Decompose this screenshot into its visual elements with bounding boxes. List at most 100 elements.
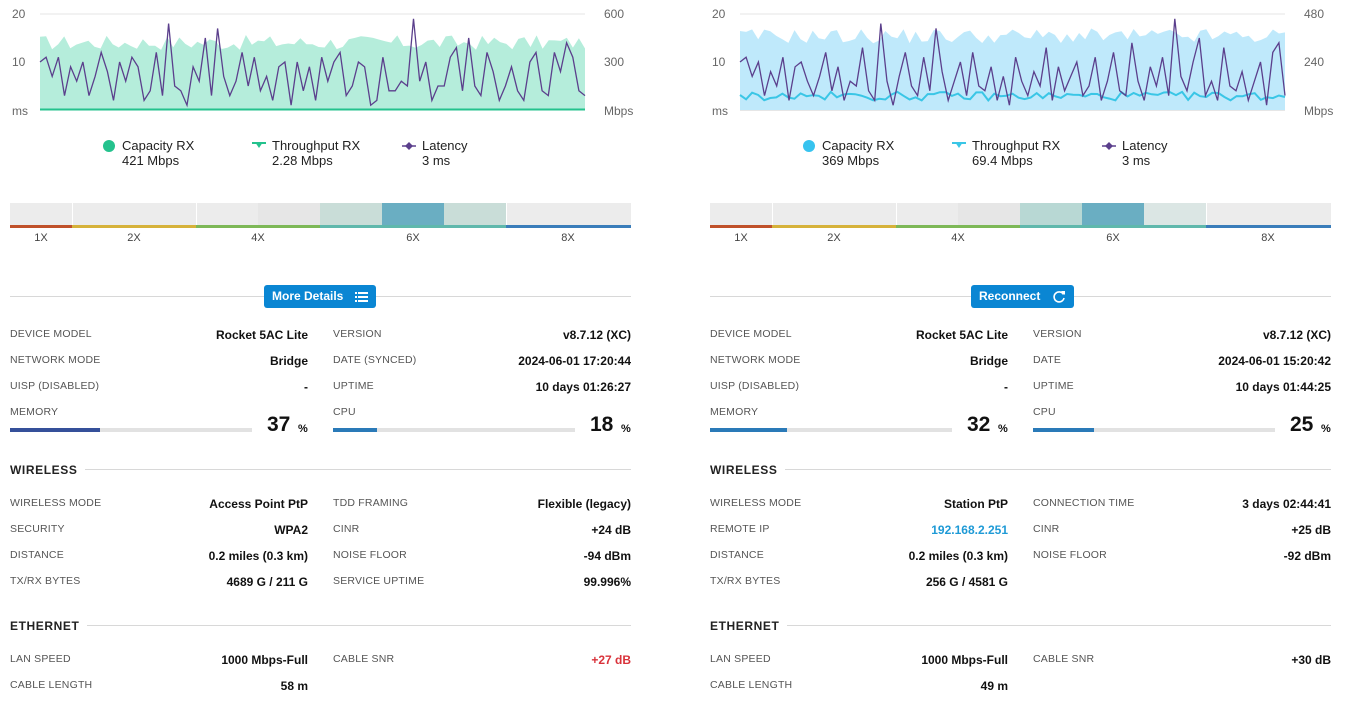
modulation-bar bbox=[10, 203, 631, 228]
y-left-tick: 10 bbox=[712, 55, 726, 69]
field-label: TX/RX BYTES bbox=[10, 575, 81, 587]
field-value: 2024-06-01 15:20:42 bbox=[1218, 354, 1331, 368]
field-label: TDD FRAMING bbox=[333, 497, 409, 509]
legend-label: Capacity RX bbox=[822, 138, 895, 153]
percent-unit: % bbox=[298, 423, 308, 435]
field-value: 49 m bbox=[980, 679, 1008, 693]
field-value: Rocket 5AC Lite bbox=[215, 328, 308, 342]
memory-value: 37 bbox=[267, 413, 291, 436]
txrx-bytes-row: TX/RX BYTES 4689 G / 211 G bbox=[10, 575, 308, 591]
modulation-label: 2X bbox=[827, 232, 841, 244]
field-label: CABLE LENGTH bbox=[10, 679, 93, 691]
field-value: 1000 Mbps-Full bbox=[921, 653, 1008, 667]
device-panel-ap: 20 10 ms 600 300 Mbps Capacity RX 421 Mb… bbox=[10, 7, 633, 693]
memory-label-row: MEMORY bbox=[10, 406, 308, 422]
cinr-row: CINR +24 dB bbox=[333, 523, 631, 539]
field-label: DATE bbox=[1033, 354, 1062, 366]
field-label: CPU bbox=[1033, 406, 1056, 418]
uisp-row: UISP (DISABLED) - bbox=[10, 380, 308, 396]
txrx-bytes-row: TX/RX BYTES 256 G / 4581 G bbox=[710, 575, 1008, 591]
legend-throughput[interactable]: Throughput RX 2.28 Mbps bbox=[252, 138, 360, 168]
field-label: WIRELESS MODE bbox=[710, 497, 802, 509]
modulation-label: 8X bbox=[561, 232, 575, 244]
modulation-label: 4X bbox=[951, 232, 965, 244]
field-label: UISP (DISABLED) bbox=[710, 380, 800, 392]
y-right-tick: 240 bbox=[1304, 55, 1324, 69]
field-value: 256 G / 4581 G bbox=[925, 575, 1008, 589]
field-label: REMOTE IP bbox=[710, 523, 770, 535]
legend-label: Capacity RX bbox=[122, 138, 195, 153]
field-value: -92 dBm bbox=[1283, 549, 1331, 563]
version-row: VERSION v8.7.12 (XC) bbox=[333, 328, 631, 344]
field-label: CINR bbox=[1033, 523, 1060, 535]
field-label: CABLE SNR bbox=[333, 653, 395, 665]
field-label: SERVICE UPTIME bbox=[333, 575, 425, 587]
uisp-row: UISP (DISABLED) - bbox=[710, 380, 1008, 396]
y-left-tick: ms bbox=[12, 104, 28, 118]
section-title-ethernet: ETHERNET bbox=[10, 619, 88, 633]
tdd-framing-row: TDD FRAMING Flexible (legacy) bbox=[333, 497, 631, 513]
legend-label: Latency bbox=[422, 138, 468, 153]
divider bbox=[10, 469, 631, 470]
legend-latency[interactable]: Latency 3 ms bbox=[402, 138, 468, 168]
diamond-marker-icon bbox=[402, 142, 416, 150]
field-value: v8.7.12 (XC) bbox=[562, 328, 631, 342]
y-left-tick: 10 bbox=[12, 55, 26, 69]
divider bbox=[710, 625, 1331, 626]
date-row: DATE 2024-06-01 15:20:42 bbox=[1033, 354, 1331, 370]
field-label: CABLE SNR bbox=[1033, 653, 1095, 665]
reconnect-button[interactable]: Reconnect bbox=[971, 285, 1074, 308]
memory-value: 32 bbox=[967, 413, 991, 436]
modulation-label: 6X bbox=[406, 232, 420, 244]
date-row: DATE (SYNCED) 2024-06-01 17:20:44 bbox=[333, 354, 631, 370]
field-value: v8.7.12 (XC) bbox=[1262, 328, 1331, 342]
cpu-gauge bbox=[333, 428, 575, 432]
noise-floor-row: NOISE FLOOR -92 dBm bbox=[1033, 549, 1331, 565]
field-value: Station PtP bbox=[943, 497, 1008, 511]
cable-length-row: CABLE LENGTH 49 m bbox=[710, 679, 1008, 695]
triangle-marker-icon bbox=[252, 142, 266, 148]
modulation-bar bbox=[710, 203, 1331, 228]
field-label: DISTANCE bbox=[710, 549, 764, 561]
field-label: DATE (SYNCED) bbox=[333, 354, 417, 366]
distance-row: DISTANCE 0.2 miles (0.3 km) bbox=[710, 549, 1008, 565]
throughput-line bbox=[739, 90, 1286, 102]
field-value: Bridge bbox=[269, 354, 308, 368]
field-value: -94 dBm bbox=[583, 549, 631, 563]
field-value: 99.996% bbox=[583, 575, 631, 589]
device-model-row: DEVICE MODEL Rocket 5AC Lite bbox=[710, 328, 1008, 344]
field-label: UPTIME bbox=[333, 380, 374, 392]
remote-ip-link[interactable]: 192.168.2.251 bbox=[931, 523, 1008, 537]
field-value: 10 days 01:44:25 bbox=[1235, 380, 1331, 394]
legend-label: Throughput RX bbox=[272, 138, 361, 153]
y-right-tick: Mbps bbox=[604, 104, 633, 118]
more-details-button[interactable]: More Details bbox=[264, 285, 376, 308]
modulation-label: 1X bbox=[34, 232, 48, 244]
lan-speed-row: LAN SPEED 1000 Mbps-Full bbox=[710, 653, 1008, 669]
field-value: +25 dB bbox=[1291, 523, 1331, 537]
field-value: 2024-06-01 17:20:44 bbox=[518, 354, 631, 368]
field-value: 3 days 02:44:41 bbox=[1242, 497, 1331, 511]
memory-gauge-fill bbox=[710, 428, 788, 432]
modulation-label: 1X bbox=[734, 232, 748, 244]
field-value: 10 days 01:26:27 bbox=[535, 380, 631, 394]
modulation-label: 8X bbox=[1261, 232, 1275, 244]
legend-throughput[interactable]: Throughput RX 69.4 Mbps bbox=[952, 138, 1060, 168]
legend-latency[interactable]: Latency 3 ms bbox=[1102, 138, 1168, 168]
field-label: VERSION bbox=[1033, 328, 1082, 340]
field-value: - bbox=[304, 380, 308, 394]
field-label: NETWORK MODE bbox=[710, 354, 801, 366]
legend-capacity[interactable]: Capacity RX 369 Mbps bbox=[802, 138, 894, 168]
y-right-tick: 300 bbox=[604, 55, 624, 69]
legend-capacity[interactable]: Capacity RX 421 Mbps bbox=[102, 138, 194, 168]
field-label: UISP (DISABLED) bbox=[10, 380, 100, 392]
field-value: 0.2 miles (0.3 km) bbox=[208, 549, 308, 563]
wireless-mode-row: WIRELESS MODE Station PtP bbox=[710, 497, 1008, 513]
cpu-gauge bbox=[1033, 428, 1275, 432]
field-value: 0.2 miles (0.3 km) bbox=[908, 549, 1008, 563]
device-panel-station: 20 10 ms 480 240 Mbps Capacity RX 369 Mb… bbox=[700, 0, 1347, 710]
legend-value: 2.28 Mbps bbox=[272, 153, 333, 168]
distance-row: DISTANCE 0.2 miles (0.3 km) bbox=[10, 549, 308, 565]
wireless-mode-row: WIRELESS MODE Access Point PtP bbox=[10, 497, 308, 513]
refresh-icon bbox=[1052, 285, 1066, 316]
